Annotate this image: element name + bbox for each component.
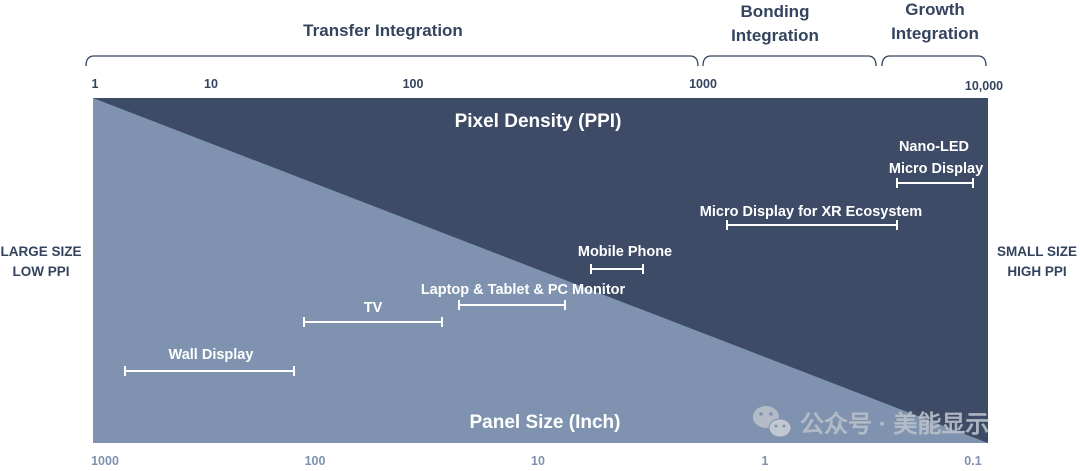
light-region bbox=[93, 98, 988, 443]
transfer-integration-brace bbox=[85, 55, 699, 67]
laptop-tablet-monitor-label: Laptop & Tablet & PC Monitor bbox=[421, 282, 626, 298]
top-tick-1: 1 bbox=[92, 77, 99, 91]
xr-micro-display-range: Micro Display for XR Ecosystem bbox=[700, 204, 922, 230]
left-label-line1: LARGE SIZE bbox=[0, 244, 81, 259]
laptop-tablet-monitor-range: Laptop & Tablet & PC Monitor bbox=[421, 282, 626, 310]
watermark: 公众号 · 美能显示 bbox=[753, 406, 989, 438]
nano-led-label-line2: Micro Display bbox=[889, 161, 983, 177]
transfer-integration-label: Transfer Integration bbox=[303, 21, 463, 40]
bonding-integration-brace bbox=[702, 55, 877, 67]
wall-display-range: Wall Display bbox=[124, 347, 295, 376]
left-label-line2: LOW PPI bbox=[13, 264, 70, 279]
top-tick-10000: 10,000 bbox=[965, 79, 1003, 93]
bonding-integration-label-line2: Integration bbox=[731, 26, 819, 45]
panel-size-title: Panel Size (Inch) bbox=[470, 412, 621, 433]
xr-micro-display-label: Micro Display for XR Ecosystem bbox=[700, 204, 922, 220]
watermark-text: 公众号 · 美能显示 bbox=[800, 410, 989, 438]
tv-range: TV bbox=[303, 300, 443, 327]
bottom-tick-1000: 1000 bbox=[91, 454, 119, 466]
wall-display-label: Wall Display bbox=[169, 347, 254, 363]
growth-integration-label-line1: Growth bbox=[905, 0, 965, 19]
top-tick-100: 100 bbox=[403, 77, 424, 91]
bonding-integration-label-line1: Bonding bbox=[741, 2, 810, 21]
bottom-tick-1: 1 bbox=[762, 454, 769, 466]
tv-label: TV bbox=[364, 300, 383, 316]
nano-led-label-line1: Nano-LED bbox=[899, 139, 969, 155]
growth-integration-label-line2: Integration bbox=[891, 24, 979, 43]
right-label-line2: HIGH PPI bbox=[1007, 264, 1066, 279]
mobile-phone-label: Mobile Phone bbox=[578, 244, 672, 260]
bottom-tick-0.1: 0.1 bbox=[964, 454, 981, 466]
bottom-tick-100: 100 bbox=[305, 454, 326, 466]
nano-led-range: Nano-LED Micro Display bbox=[889, 139, 983, 188]
bottom-tick-10: 10 bbox=[531, 454, 545, 466]
pixel-density-title: Pixel Density (PPI) bbox=[455, 111, 622, 132]
right-label-line1: SMALL SIZE bbox=[997, 244, 1077, 259]
top-tick-1000: 1000 bbox=[689, 77, 717, 91]
top-tick-10: 10 bbox=[204, 77, 218, 91]
wechat-icon bbox=[753, 406, 792, 438]
growth-integration-brace bbox=[881, 55, 987, 67]
mobile-phone-range: Mobile Phone bbox=[578, 244, 672, 274]
